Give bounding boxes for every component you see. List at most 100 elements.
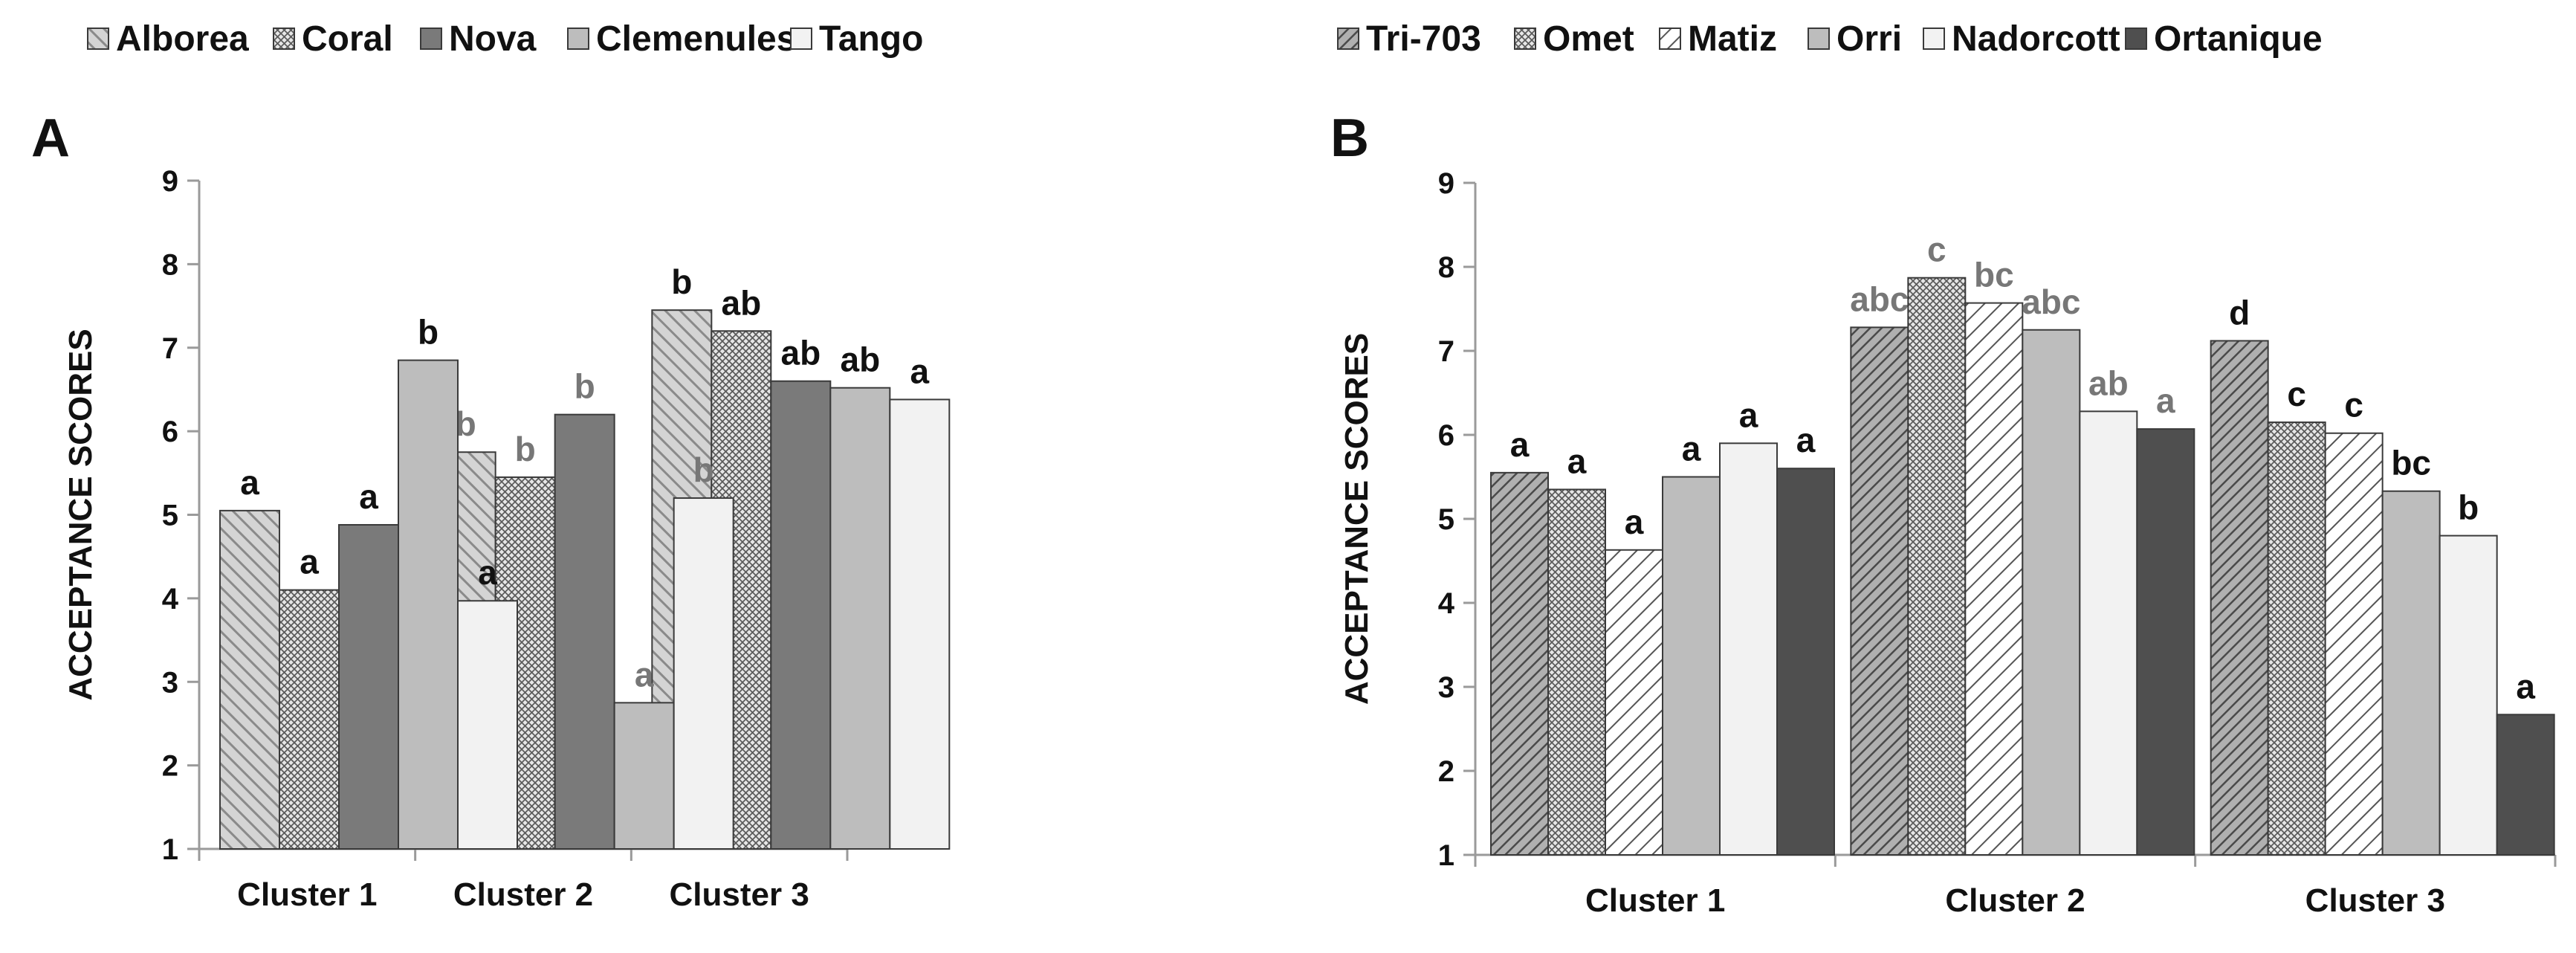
- panel-a-legend-label-clemenules: Clemenules: [596, 19, 796, 59]
- panel-b-y-axis-title: ACCEPTANCE SCORES: [1339, 333, 1375, 705]
- panel-b-legend-item-nadorcott: Nadorcott: [1923, 19, 2120, 59]
- panel-a-y-tick-label: 9: [162, 165, 178, 198]
- panel-a-legend-swatch-tango: [790, 28, 812, 50]
- panel-a-legend-label-nova: Nova: [449, 19, 537, 59]
- panel-a-sig-label-nova-cluster-3: ab: [780, 334, 821, 372]
- panel-b-legend-swatch-matiz: [1659, 28, 1681, 50]
- panel-b-legend-item-omet: Omet: [1514, 19, 1634, 59]
- panel-b-category-label-cluster-2: Cluster 2: [1945, 882, 2085, 919]
- panel-a-legend-item-alborea: Alborea: [87, 19, 249, 59]
- panel-b-legend-label-ortanique: Ortanique: [2154, 19, 2323, 59]
- panel-b-bar-omet-cluster-2: [1907, 277, 1967, 856]
- panel-b-y-tick-label: 3: [1438, 671, 1454, 704]
- panel-b-legend-label-orri: Orri: [1836, 19, 1902, 59]
- panel-a-bar-tango-cluster-1: [457, 600, 518, 850]
- panel-a-sig-label-coral-cluster-2: b: [515, 430, 536, 468]
- panel-b-sig-label-orri-cluster-2: abc: [2022, 282, 2080, 321]
- panel-a-bar-coral-cluster-1: [279, 589, 340, 850]
- panel-a-y-tick-label: 3: [162, 666, 178, 699]
- panel-a-bar-tango-cluster-3: [889, 398, 951, 850]
- panel-b-bar-omet-cluster-1: [1547, 488, 1606, 856]
- panel-b-bar-tri-703-cluster-1: [1490, 471, 1549, 856]
- panel-a-legend-label-coral: Coral: [302, 19, 393, 59]
- panel-b-legend-swatch-tri-703: [1337, 28, 1359, 50]
- panel-a-legend-label-tango: Tango: [819, 19, 923, 59]
- panel-b-y-tick-label: 5: [1438, 503, 1454, 536]
- panel-a-bar-clemenules-cluster-3: [829, 387, 891, 850]
- panel-a-sig-label-alborea-cluster-3: b: [671, 262, 692, 301]
- panel-a-sig-label-coral-cluster-3: ab: [721, 283, 761, 322]
- panel-b-legend-swatch-omet: [1514, 28, 1536, 50]
- panel-label-a: A: [31, 109, 70, 168]
- panel-a-bar-nova-cluster-2: [554, 413, 615, 850]
- panel-b-y-tick-label: 4: [1438, 587, 1455, 620]
- legend-panel-b: Tri-703 Omet Matiz Orri Nadorcott Ortanique: [1337, 19, 2323, 59]
- panel-b-y-tick-label: 2: [1438, 755, 1454, 788]
- panel-b-y-tick-label: 1: [1438, 839, 1454, 872]
- panel-b-sig-label-matiz-cluster-1: a: [1625, 503, 1644, 541]
- panel-b-sig-label-nadorcott-cluster-2: ab: [2088, 364, 2129, 402]
- panel-a-legend-label-alborea: Alborea: [116, 19, 249, 59]
- panel-b-legend-item-tri-703: Tri-703: [1337, 19, 1481, 59]
- panel-b-bar-tri-703-cluster-3: [2210, 340, 2269, 856]
- panel-b-sig-label-matiz-cluster-3: c: [2344, 386, 2363, 424]
- panel-b-y-tick-label: 8: [1438, 251, 1454, 284]
- panel-b-bar-ortanique-cluster-3: [2496, 714, 2555, 856]
- panel-a-category-label-cluster-1: Cluster 1: [237, 876, 377, 913]
- panel-a-y-tick-label: 5: [162, 500, 178, 532]
- panel-b-legend-item-ortanique: Ortanique: [2125, 19, 2323, 59]
- panel-b-y-tick-label: 9: [1438, 167, 1454, 200]
- panel-b-legend-label-matiz: Matiz: [1688, 19, 1777, 59]
- panel-b-category-label-cluster-1: Cluster 1: [1585, 882, 1725, 919]
- panel-b-y-tick-label: 6: [1438, 419, 1454, 452]
- panel-a-bar-tango-cluster-2: [673, 497, 734, 850]
- panel-a-bar-clemenules-cluster-1: [398, 359, 459, 850]
- panel-b-legend-swatch-orri: [1808, 28, 1830, 50]
- panel-a-sig-label-tango-cluster-3: a: [910, 352, 930, 390]
- panel-b-sig-label-omet-cluster-3: c: [2287, 375, 2306, 413]
- panel-b-sig-label-tri-703-cluster-1: a: [1510, 425, 1530, 464]
- panel-b-legend-label-nadorcott: Nadorcott: [1952, 19, 2120, 59]
- panel-b-bar-orri-cluster-2: [2022, 329, 2081, 856]
- panel-a-y-tick-label: 6: [162, 416, 178, 448]
- panel-b-category-label-cluster-3: Cluster 3: [2305, 882, 2445, 919]
- panel-a-category-label-cluster-2: Cluster 2: [453, 876, 593, 913]
- panel-a-legend-swatch-clemenules: [567, 28, 589, 50]
- panel-a-sig-label-tango-cluster-1: a: [478, 553, 497, 592]
- plot-area-b: ACCEPTANCE SCORES 1 2 3 4 5 6 7 8 9 Cluster 1 Clust…: [1339, 167, 2557, 919]
- panel-a-legend-swatch-alborea: [87, 28, 109, 50]
- panel-b-legend-item-matiz: Matiz: [1659, 19, 1777, 59]
- panel-a-legend-item-coral: Coral: [273, 19, 393, 59]
- panel-b-bar-nadorcott-cluster-1: [1719, 442, 1778, 856]
- panel-b-legend-swatch-nadorcott: [1923, 28, 1945, 50]
- panel-a-bar-nova-cluster-3: [770, 380, 832, 850]
- panel-b-bar-omet-cluster-3: [2267, 421, 2326, 856]
- panel-a-legend-swatch-coral: [273, 28, 295, 50]
- panel-a-legend-item-tango: Tango: [790, 19, 923, 59]
- panel-b-bar-ortanique-cluster-1: [1776, 468, 1835, 856]
- panel-b-legend-swatch-ortanique: [2125, 28, 2147, 50]
- panel-a-sig-label-clemenules-cluster-2: a: [635, 655, 654, 694]
- panel-b-sig-label-ortanique-cluster-1: a: [1796, 421, 1816, 459]
- panel-b-sig-label-orri-cluster-3: bc: [2391, 444, 2431, 482]
- panel-a-bar-nova-cluster-1: [338, 523, 399, 850]
- panel-a-sig-label-alborea-cluster-2: b: [456, 404, 476, 443]
- panel-a-sig-label-coral-cluster-1: a: [300, 543, 319, 581]
- panel-a-sig-label-alborea-cluster-1: a: [240, 463, 259, 502]
- panel-a-y-tick-label: 4: [162, 583, 179, 616]
- panel-a-sig-label-clemenules-cluster-1: b: [418, 313, 438, 352]
- panel-b-bar-nadorcott-cluster-3: [2439, 534, 2498, 856]
- legend-panel-a: Alborea Coral Nova Clemenules Tango: [87, 19, 923, 59]
- panel-b-sig-label-ortanique-cluster-3: a: [2516, 667, 2535, 705]
- panel-b-bar-matiz-cluster-1: [1605, 549, 1663, 856]
- panel-b-sig-label-tri-703-cluster-3: d: [2229, 293, 2250, 332]
- panel-a-legend-item-nova: Nova: [420, 19, 537, 59]
- panel-b-legend-label-omet: Omet: [1543, 19, 1634, 59]
- panel-a-sig-label-nova-cluster-1: a: [359, 477, 378, 516]
- panel-a-legend-item-clemenules: Clemenules: [567, 19, 796, 59]
- panel-b-sig-label-nadorcott-cluster-3: b: [2458, 488, 2479, 527]
- panel-b-sig-label-omet-cluster-2: c: [1927, 230, 1946, 269]
- panel-b-sig-label-orri-cluster-1: a: [1682, 430, 1701, 468]
- panel-label-b: B: [1330, 109, 1369, 168]
- panel-a-sig-label-nova-cluster-2: b: [575, 367, 595, 406]
